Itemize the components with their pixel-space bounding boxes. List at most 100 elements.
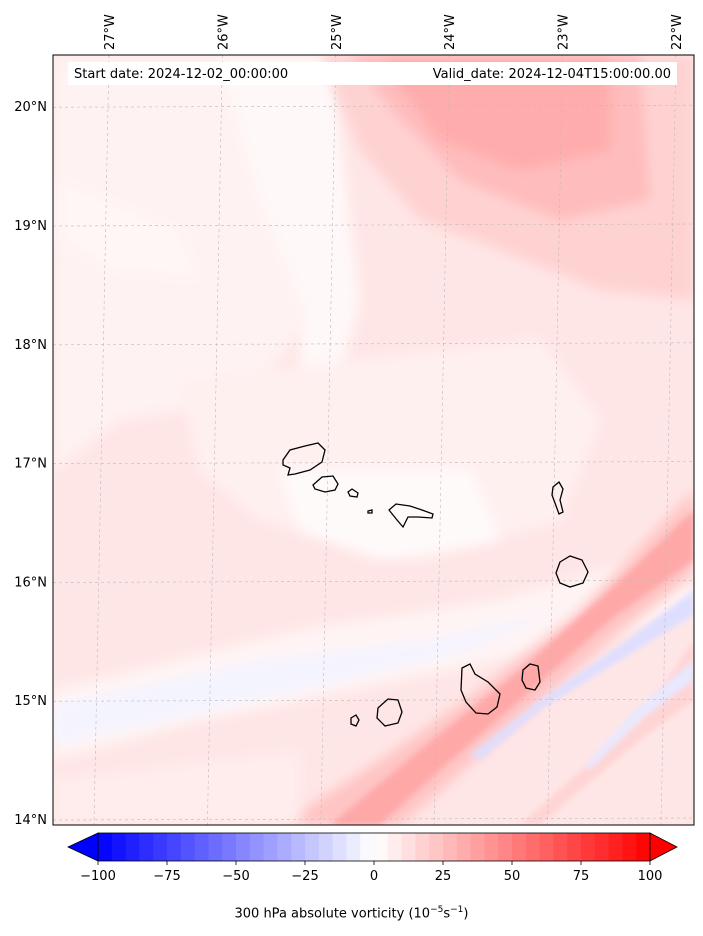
colorbar-segment — [622, 833, 637, 861]
lon-tick-label: 22°W — [670, 14, 685, 50]
colorbar-segment — [236, 833, 251, 861]
island-sao-nicolau — [388, 503, 434, 529]
colorbar-segment — [125, 833, 140, 861]
island-maio — [521, 663, 541, 691]
colorbar-tick-label: −25 — [291, 869, 318, 884]
colorbar-segment — [194, 833, 209, 861]
colorbar-segment — [222, 833, 237, 861]
colorbar-tick-label: 100 — [638, 869, 663, 884]
colorbar-label: 300 hPa absolute vorticity (10−5s−1) — [234, 905, 469, 922]
colorbar-segment — [346, 833, 361, 861]
colorbar-segment — [291, 833, 306, 861]
colorbar-tick-label: 0 — [370, 869, 378, 884]
lon-tick-label: 26°W — [216, 14, 231, 50]
colorbar-segment — [167, 833, 182, 861]
island-santiago — [460, 663, 501, 715]
lat-tick-label: 18°N — [14, 338, 47, 353]
parallel-gridline — [53, 580, 694, 583]
colorbar-segment — [553, 833, 568, 861]
island-sal — [551, 481, 564, 515]
colorbar-segment — [581, 833, 596, 861]
coastlines — [282, 442, 589, 727]
vorticity-field — [53, 55, 694, 825]
colorbar-segment — [512, 833, 527, 861]
colorbar-segment — [208, 833, 223, 861]
island-raso — [367, 509, 373, 514]
colorbar-segment — [608, 833, 623, 861]
island-santo-antao — [282, 442, 326, 476]
colorbar-segment — [305, 833, 320, 861]
colorbar: −100 −75 −50 −25 0 25 50 75 100 — [67, 832, 678, 884]
meridian-gridline — [207, 55, 223, 825]
colorbar-segment — [429, 833, 444, 861]
lat-tick-label: 16°N — [14, 575, 47, 590]
colorbar-segment — [332, 833, 347, 861]
parallel-gridline — [53, 461, 694, 464]
colorbar-segment — [443, 833, 458, 861]
lon-tick-label: 25°W — [330, 14, 345, 50]
colorbar-segment — [401, 833, 416, 861]
colorbar-segment — [111, 833, 127, 861]
island-boa-vista — [555, 555, 589, 588]
colorbar-tick-label: −100 — [80, 869, 116, 884]
colorbar-segment — [374, 833, 389, 861]
lon-tick-label: 23°W — [557, 14, 572, 50]
island-brava — [350, 714, 360, 727]
lon-tick-label: 27°W — [103, 14, 118, 50]
parallel-gridline — [53, 698, 694, 702]
longitude-tick-labels: 27°W 26°W 25°W 24°W 23°W 22°W — [103, 14, 685, 50]
colorbar-segment — [387, 833, 403, 861]
colorbar-segment — [98, 833, 113, 861]
colorbar-segment — [318, 833, 334, 861]
colorbar-segment — [484, 833, 499, 861]
colorbar-segment — [249, 833, 265, 861]
parallel-gridline — [53, 104, 694, 108]
colorbar-segment — [498, 833, 513, 861]
colorbar-segment — [539, 833, 554, 861]
annotation-box — [68, 62, 677, 85]
colorbar-segment — [263, 833, 278, 861]
graticule-gridlines — [53, 55, 694, 825]
colorbar-segment — [567, 833, 582, 861]
parallel-gridline — [53, 223, 694, 227]
colorbar-tick-label: −75 — [153, 869, 180, 884]
colorbar-segment — [525, 833, 541, 861]
lon-tick-label: 24°W — [443, 14, 458, 50]
lat-tick-label: 15°N — [14, 694, 47, 709]
colorbar-segment — [636, 833, 651, 861]
lat-tick-label: 17°N — [14, 457, 47, 472]
lat-tick-label: 20°N — [14, 100, 47, 115]
start-date-label: Start date: 2024-12-02_00:00:00 — [74, 67, 288, 82]
meridian-gridline — [547, 55, 563, 825]
parallel-gridline — [53, 817, 694, 821]
colorbar-tick-label: −50 — [222, 869, 249, 884]
colorbar-segment — [139, 833, 154, 861]
colorbar-segment — [153, 833, 168, 861]
meridian-gridline — [320, 55, 337, 825]
colorbar-segment — [415, 833, 430, 861]
colorbar-tick-label: 50 — [504, 869, 521, 884]
meridian-gridline — [93, 55, 110, 825]
colorbar-segment — [456, 833, 472, 861]
colorbar-segment — [277, 833, 292, 861]
valid-date-label: Valid_date: 2024-12-04T15:00:00.00 — [433, 67, 671, 82]
colorbar-tick-label: 75 — [573, 869, 590, 884]
colorbar-tick-label: 25 — [435, 869, 452, 884]
latitude-tick-labels: 14°N 15°N 16°N 17°N 18°N 19°N 20°N — [14, 100, 47, 828]
island-sao-vicente — [312, 475, 339, 493]
colorbar-segment — [594, 833, 610, 861]
island-fogo — [376, 698, 403, 727]
parallel-gridline — [53, 342, 694, 346]
colorbar-extend-low — [67, 832, 99, 862]
colorbar-extend-high — [649, 832, 678, 862]
colorbar-segment — [360, 833, 375, 861]
island-santa-luzia — [347, 488, 359, 498]
meridian-gridline — [433, 55, 450, 825]
colorbar-segment — [180, 833, 196, 861]
colorbar-segment — [470, 833, 485, 861]
lat-tick-label: 19°N — [14, 219, 47, 234]
lat-tick-label: 14°N — [14, 813, 47, 828]
meridian-gridline — [660, 55, 677, 825]
map-frame — [52, 54, 695, 826]
